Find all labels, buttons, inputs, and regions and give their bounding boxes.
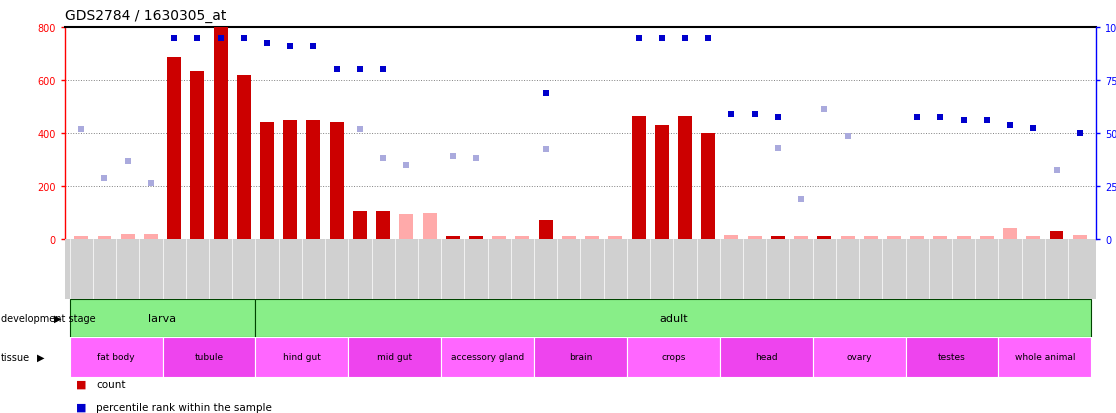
Text: adult: adult	[660, 313, 687, 323]
Bar	[632, 116, 645, 240]
Bar	[701, 134, 715, 240]
Text: fat body: fat body	[97, 353, 135, 362]
Text: ▶: ▶	[37, 352, 45, 362]
Bar	[445, 237, 460, 240]
Bar	[69, 299, 256, 337]
Bar	[999, 337, 1091, 377]
Bar	[771, 237, 785, 240]
Bar	[97, 237, 112, 240]
Bar	[75, 237, 88, 240]
Bar	[887, 237, 901, 240]
Text: whole animal: whole animal	[1014, 353, 1075, 362]
Bar	[905, 337, 999, 377]
Text: crops: crops	[661, 353, 685, 362]
Bar	[812, 337, 905, 377]
Bar	[256, 337, 348, 377]
Bar	[256, 299, 1091, 337]
Bar	[720, 337, 812, 377]
Bar	[307, 121, 320, 240]
Bar	[191, 71, 204, 240]
Text: tubule: tubule	[194, 353, 223, 362]
Bar	[167, 58, 181, 240]
Bar	[441, 337, 535, 377]
Bar	[724, 235, 739, 240]
Text: ovary: ovary	[846, 353, 872, 362]
Text: head: head	[754, 353, 778, 362]
Bar	[348, 337, 441, 377]
Bar	[933, 237, 947, 240]
Text: development stage: development stage	[1, 313, 96, 323]
Text: larva: larva	[148, 313, 176, 323]
Text: hind gut: hind gut	[283, 353, 320, 362]
Bar	[864, 237, 877, 240]
Text: ■: ■	[76, 402, 87, 412]
Text: ▶: ▶	[54, 313, 61, 323]
Text: tissue: tissue	[1, 352, 30, 362]
Bar	[376, 211, 391, 240]
Bar	[795, 237, 808, 240]
Bar	[980, 237, 994, 240]
Bar	[283, 121, 297, 240]
Text: mid gut: mid gut	[377, 353, 412, 362]
Bar	[840, 237, 855, 240]
Bar	[539, 221, 552, 240]
Bar	[121, 234, 135, 240]
Text: percentile rank within the sample: percentile rank within the sample	[96, 402, 272, 412]
Text: testes: testes	[939, 353, 966, 362]
Bar	[585, 237, 599, 240]
Text: ■: ■	[76, 379, 87, 389]
Bar	[400, 214, 413, 240]
Bar	[237, 76, 251, 240]
Bar	[655, 126, 668, 240]
Bar	[329, 123, 344, 240]
Bar	[956, 237, 971, 240]
Bar	[353, 211, 367, 240]
Text: GDS2784 / 1630305_at: GDS2784 / 1630305_at	[65, 9, 227, 23]
Bar	[69, 337, 163, 377]
Bar	[213, 28, 228, 240]
Text: count: count	[96, 379, 126, 389]
Text: brain: brain	[569, 353, 593, 362]
Bar	[535, 337, 627, 377]
Bar	[627, 337, 720, 377]
Bar	[1049, 232, 1064, 240]
Bar	[911, 237, 924, 240]
Bar	[516, 237, 529, 240]
Bar	[469, 237, 483, 240]
Bar	[608, 237, 623, 240]
Bar	[423, 213, 436, 240]
Bar	[144, 234, 157, 240]
Bar	[260, 123, 275, 240]
Bar	[562, 237, 576, 240]
Bar	[748, 237, 761, 240]
Bar	[492, 237, 507, 240]
Bar	[679, 116, 692, 240]
Bar	[1003, 229, 1017, 240]
Bar	[1027, 237, 1040, 240]
Bar	[1072, 235, 1087, 240]
Bar	[817, 237, 831, 240]
Bar	[163, 337, 256, 377]
Text: accessory gland: accessory gland	[451, 353, 525, 362]
